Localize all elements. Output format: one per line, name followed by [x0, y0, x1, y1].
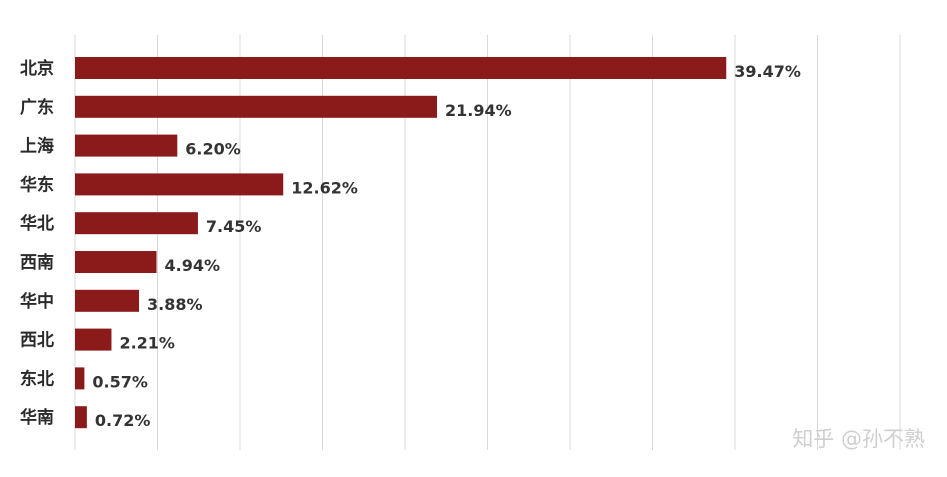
bar-6: [75, 289, 140, 312]
category-label: 广东: [20, 97, 54, 118]
value-labels: 39.47% 21.94% 6.20% 12.62% 7.45% 4.94% 3.88% 2.…: [92, 62, 800, 430]
category-label: 上海: [20, 136, 54, 157]
bar-0: [75, 57, 727, 79]
category-label: 东北: [20, 368, 54, 389]
watermark: 知乎 @孙不熟: [792, 427, 925, 451]
bar-9: [75, 406, 87, 429]
value-label: 3.88%: [147, 295, 203, 314]
category-label: 西南: [20, 252, 54, 273]
category-label: 华东: [20, 174, 54, 195]
bar-5: [75, 251, 157, 273]
category-label: 华中: [20, 291, 54, 312]
bar-7: [75, 328, 112, 351]
bar-4: [75, 212, 198, 235]
value-label: 2.21%: [119, 334, 175, 353]
value-label: 7.45%: [206, 217, 262, 236]
bar-2: [75, 134, 178, 157]
bar-3: [75, 173, 284, 196]
value-label: 0.72%: [95, 411, 151, 430]
value-label: 0.57%: [92, 372, 148, 391]
bars: [75, 57, 727, 429]
value-label: 12.62%: [291, 178, 358, 197]
category-label: 华南: [20, 407, 54, 428]
bar-8: [75, 367, 85, 390]
value-label: 6.20%: [185, 140, 241, 159]
category-label: 华北: [20, 213, 54, 234]
bar-1: [75, 95, 438, 118]
value-label: 39.47%: [734, 62, 801, 81]
value-label: 4.94%: [165, 256, 221, 275]
value-label: 21.94%: [445, 101, 512, 120]
category-label: 西北: [20, 331, 54, 351]
category-label: 北京: [20, 58, 54, 79]
